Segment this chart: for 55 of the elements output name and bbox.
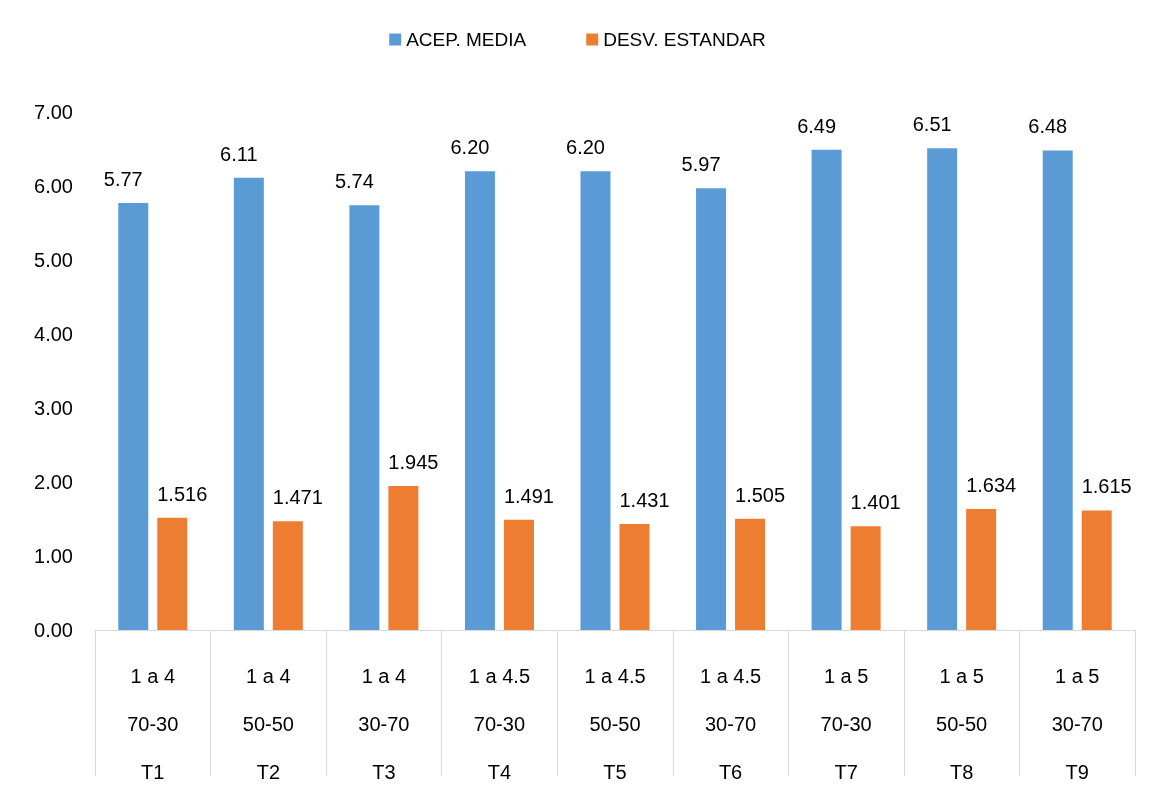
category-label: 1 a 4 50-50 T2: [242, 665, 294, 783]
data-label: 6.51: [912, 113, 952, 136]
data-label: 5.97: [681, 153, 721, 176]
category-label: 1 a 4 30-70 T3: [358, 665, 410, 783]
bar: [157, 517, 188, 630]
legend-label: DESV. ESTANDAR: [603, 29, 766, 50]
data-label: 6.48: [1028, 115, 1068, 138]
y-tick-label: 3.00: [34, 397, 73, 419]
bar: [735, 518, 766, 630]
data-label: 1.615: [1081, 475, 1132, 498]
bar: [233, 177, 264, 630]
y-tick-label: 7.00: [34, 101, 73, 123]
y-tick-label: 0.00: [34, 619, 73, 641]
data-label: 1.471: [272, 486, 323, 509]
category-label: 1 a 4 70-30 T1: [127, 665, 179, 783]
category-label: 1 a 4.5 30-70 T6: [699, 665, 762, 783]
y-tick-label: 4.00: [34, 323, 73, 345]
bar: [696, 188, 727, 630]
data-label: 1.401: [850, 491, 901, 514]
category-label: 1 a 5 30-70 T9: [1051, 665, 1103, 783]
bar: [272, 521, 303, 630]
data-label: 5.74: [334, 170, 374, 193]
data-label: 1.491: [503, 484, 554, 507]
bar: [1081, 510, 1112, 630]
data-label: 1.505: [735, 483, 786, 506]
y-tick-label: 2.00: [34, 471, 73, 493]
bar: [850, 526, 881, 630]
category-label: 1 a 5 70-30 T7: [820, 665, 872, 783]
category-label: 1 a 4.5 50-50 T5: [584, 665, 646, 783]
data-label: 6.20: [450, 136, 490, 159]
y-tick-label: 5.00: [34, 249, 73, 271]
category-label: 1 a 4.5 70-30 T4: [468, 665, 531, 783]
bar: [349, 205, 380, 630]
data-label: 1.945: [388, 451, 439, 474]
bar: [811, 149, 842, 630]
data-label: 6.11: [220, 142, 258, 165]
bar: [580, 171, 611, 630]
data-label: 1.634: [966, 474, 1017, 497]
data-label: 1.431: [619, 489, 670, 512]
bar: [927, 148, 958, 630]
bar: [388, 486, 419, 630]
y-tick-label: 1.00: [34, 545, 73, 567]
bar: [619, 524, 650, 630]
data-label: 5.77: [103, 168, 143, 191]
bar: [464, 171, 495, 630]
bar: [966, 509, 997, 630]
data-label: 6.20: [566, 136, 605, 159]
bar: [118, 203, 149, 630]
data-label: 1.516: [157, 482, 208, 505]
legend-label: ACEP. MEDIA: [406, 29, 527, 50]
bar: [1042, 150, 1073, 630]
category-label: 1 a 5 50-50 T8: [936, 665, 988, 783]
y-tick-label: 6.00: [34, 175, 73, 197]
data-label: 6.49: [797, 114, 837, 137]
bar: [503, 519, 534, 630]
